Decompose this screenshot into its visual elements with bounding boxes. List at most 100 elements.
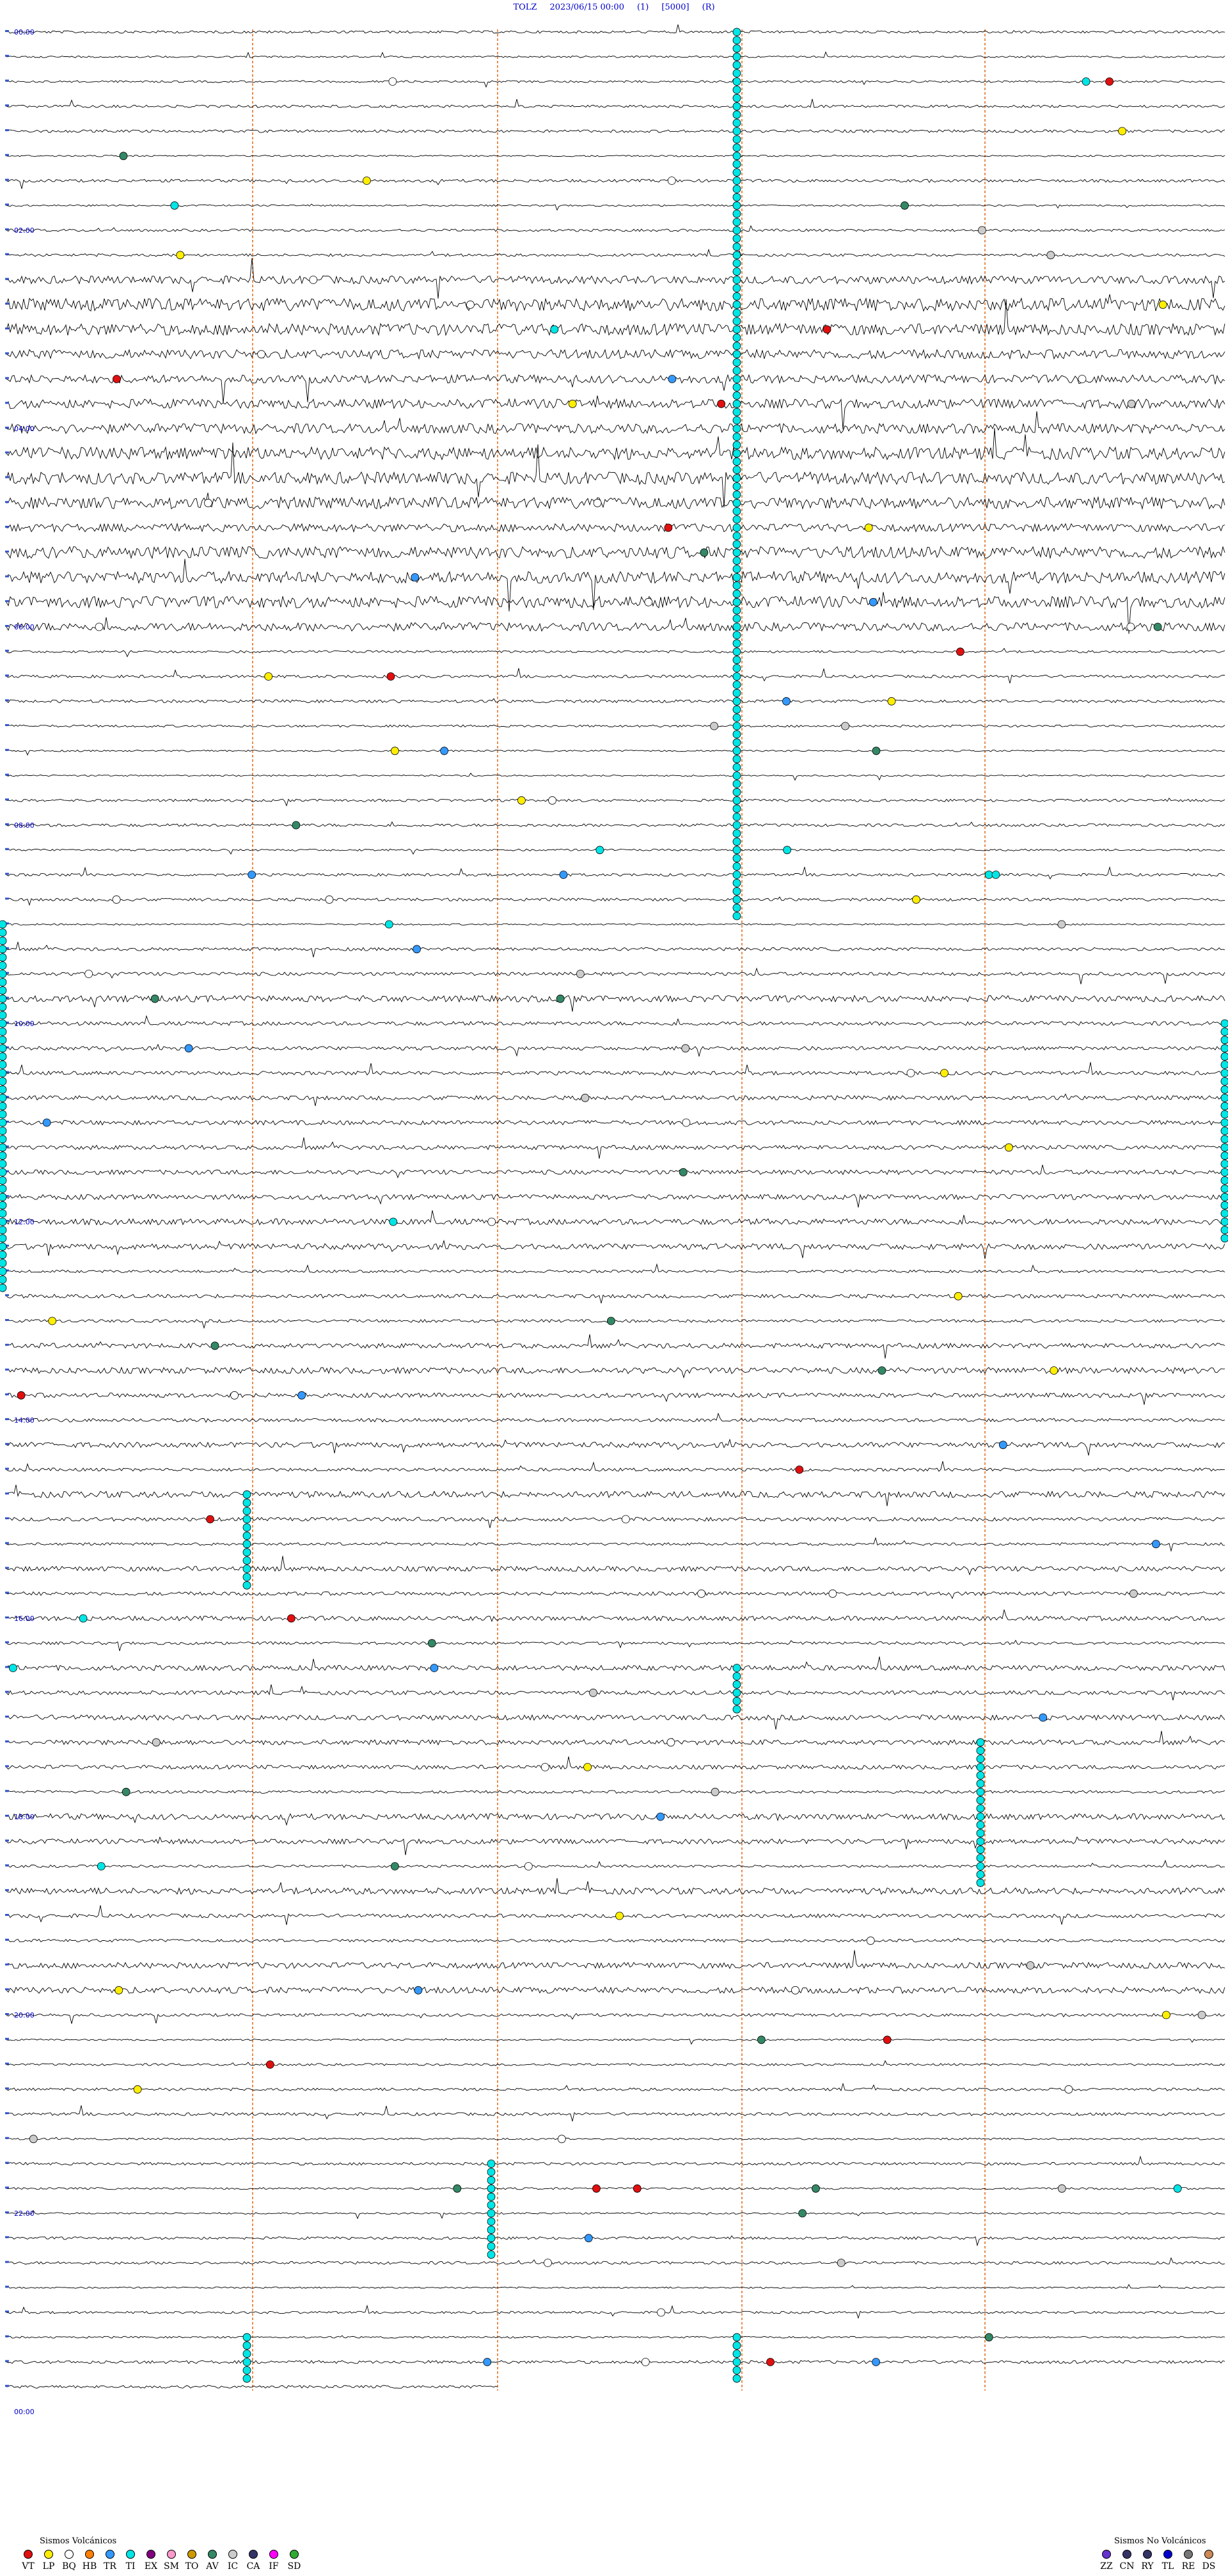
event-marker xyxy=(0,1276,7,1284)
seismic-trace xyxy=(6,225,1225,232)
record-datetime: 2023/06/15 00:00 xyxy=(549,3,624,12)
seismic-trace xyxy=(6,2257,1225,2265)
row-tick xyxy=(5,1195,9,1197)
row-tick xyxy=(5,476,9,478)
event-marker xyxy=(732,449,741,458)
seismic-trace xyxy=(6,1043,1225,1057)
event-marker xyxy=(1220,1184,1228,1193)
scale-value: [5000] xyxy=(661,3,689,12)
seismic-trace xyxy=(6,2284,1225,2289)
event-marker xyxy=(732,201,741,210)
row-tick xyxy=(5,773,9,776)
event-marker xyxy=(0,1118,7,1127)
seismic-trace xyxy=(6,258,1225,299)
event-marker xyxy=(732,1664,741,1672)
seismic-trace xyxy=(6,1392,1225,1405)
event-marker xyxy=(732,606,741,615)
event-marker xyxy=(413,945,421,954)
event-marker xyxy=(483,2358,492,2366)
event-marker xyxy=(242,1565,251,1573)
row-tick xyxy=(5,947,9,949)
legend-code: DS xyxy=(1202,2561,1216,2572)
seismic-trace xyxy=(6,647,1225,658)
event-marker xyxy=(540,1763,549,1771)
event-marker xyxy=(544,2259,552,2267)
event-marker xyxy=(732,672,741,681)
row-tick xyxy=(5,54,9,57)
hour-label: 10:00 xyxy=(14,1020,35,1028)
row-tick xyxy=(5,1716,9,1718)
row-tick xyxy=(5,178,9,181)
event-marker xyxy=(864,523,873,532)
row-tick xyxy=(5,1393,9,1396)
event-marker xyxy=(732,763,741,771)
event-marker xyxy=(732,466,741,474)
row-tick xyxy=(5,2112,9,2114)
event-marker xyxy=(757,2035,766,2044)
event-marker xyxy=(1152,1540,1160,1549)
seismic-trace xyxy=(6,1119,1225,1126)
event-marker xyxy=(732,168,741,177)
event-marker xyxy=(292,821,301,830)
event-marker xyxy=(991,871,1000,879)
event-marker xyxy=(976,1779,985,1788)
event-marker xyxy=(732,713,741,722)
seismic-trace xyxy=(6,797,1225,807)
legend-code: IC xyxy=(227,2561,239,2572)
seismic-trace xyxy=(6,1938,1225,1943)
event-marker xyxy=(0,1143,7,1152)
row-tick xyxy=(5,1071,9,1073)
event-marker xyxy=(0,1234,7,1243)
row-tick xyxy=(5,1567,9,1569)
legend-volcanic-item-vt: VT xyxy=(18,2550,38,2572)
event-marker xyxy=(664,523,673,532)
event-marker xyxy=(732,36,741,45)
event-marker xyxy=(732,441,741,450)
legend-volcanic-title: Sismos Volcánicos xyxy=(40,2536,117,2546)
event-marker xyxy=(524,1862,533,1870)
legend-code: RY xyxy=(1141,2561,1154,2572)
row-tick xyxy=(5,104,9,107)
seismic-trace xyxy=(6,1318,1225,1329)
row-tick xyxy=(5,402,9,404)
event-marker xyxy=(732,738,741,747)
legend-volcanic-item-ca: CA xyxy=(243,2550,264,2572)
event-marker xyxy=(732,622,741,631)
legend-volcanic-item-sd: SD xyxy=(284,2550,304,2572)
seismic-trace xyxy=(6,1438,1225,1456)
event-marker xyxy=(732,804,741,813)
event-marker xyxy=(732,300,741,309)
event-marker xyxy=(732,903,741,912)
event-marker xyxy=(732,837,741,846)
event-marker xyxy=(668,375,677,383)
event-marker xyxy=(732,2358,741,2366)
event-marker xyxy=(242,2358,251,2366)
row-tick xyxy=(5,451,9,454)
seismic-trace xyxy=(6,1194,1225,1208)
row-tick xyxy=(5,2037,9,2040)
hour-label: 04:00 xyxy=(14,425,35,433)
event-marker xyxy=(230,1391,239,1400)
event-marker xyxy=(583,1763,592,1771)
seismic-trace xyxy=(6,558,1225,612)
row-tick xyxy=(5,997,9,999)
event-marker xyxy=(391,747,399,755)
event-marker xyxy=(732,69,741,77)
event-marker xyxy=(901,201,909,210)
event-marker xyxy=(593,498,602,507)
seismic-trace xyxy=(6,821,1225,827)
row-tick xyxy=(5,848,9,850)
event-marker xyxy=(717,399,726,408)
event-marker xyxy=(697,1589,705,1598)
event-marker xyxy=(391,1862,399,1870)
event-marker xyxy=(584,2234,593,2243)
legend-code: LP xyxy=(42,2561,55,2572)
event-marker xyxy=(732,747,741,755)
event-marker xyxy=(783,846,792,855)
row-tick xyxy=(5,1641,9,1643)
event-marker xyxy=(1220,1201,1228,1210)
row-tick xyxy=(5,2286,9,2288)
event-marker xyxy=(1105,77,1114,86)
legend-nonvolcanic-item-tl: TL xyxy=(1158,2550,1178,2572)
event-marker xyxy=(176,251,185,260)
